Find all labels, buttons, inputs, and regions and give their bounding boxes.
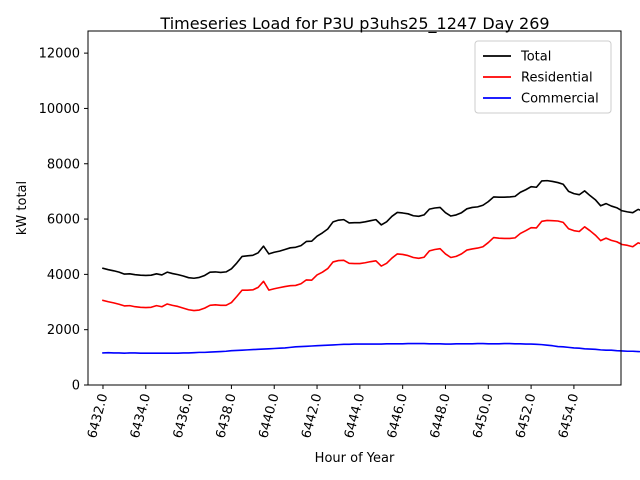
y-axis: 0 2000 4000 6000 8000 10000 12000 [39,47,88,394]
legend-box [474,40,612,114]
chart-title: Timeseries Load for P3U p3uhs25_1247 Day… [159,14,549,34]
legend-label-residential: Residential [521,71,593,86]
y-tick-label: 2000 [47,323,80,338]
series-layer [102,179,640,355]
y-tick-label: 8000 [47,157,80,172]
y-tick-label: 6000 [47,213,80,228]
y-tick-label: 0 [72,379,80,394]
y-tick-label: 10000 [39,102,80,117]
y-tick-label: 12000 [39,47,80,62]
plot-frame [87,30,622,386]
series-line-total [102,179,640,280]
series-line-commercial [102,342,640,355]
legend-label-commercial: Commercial [521,92,599,107]
legend-label-total: Total [520,50,551,65]
y-tick-label: 4000 [47,268,80,283]
x-axis-label: Hour of Year [315,451,395,466]
y-axis-label: kW total [15,181,30,235]
x-axis: 6432.0 6434.0 6436.0 6438.0 6440.0 6442.0 6444… [85,385,582,440]
series-line-residential [102,219,640,312]
legend: Total Residential Commercial [474,40,612,114]
